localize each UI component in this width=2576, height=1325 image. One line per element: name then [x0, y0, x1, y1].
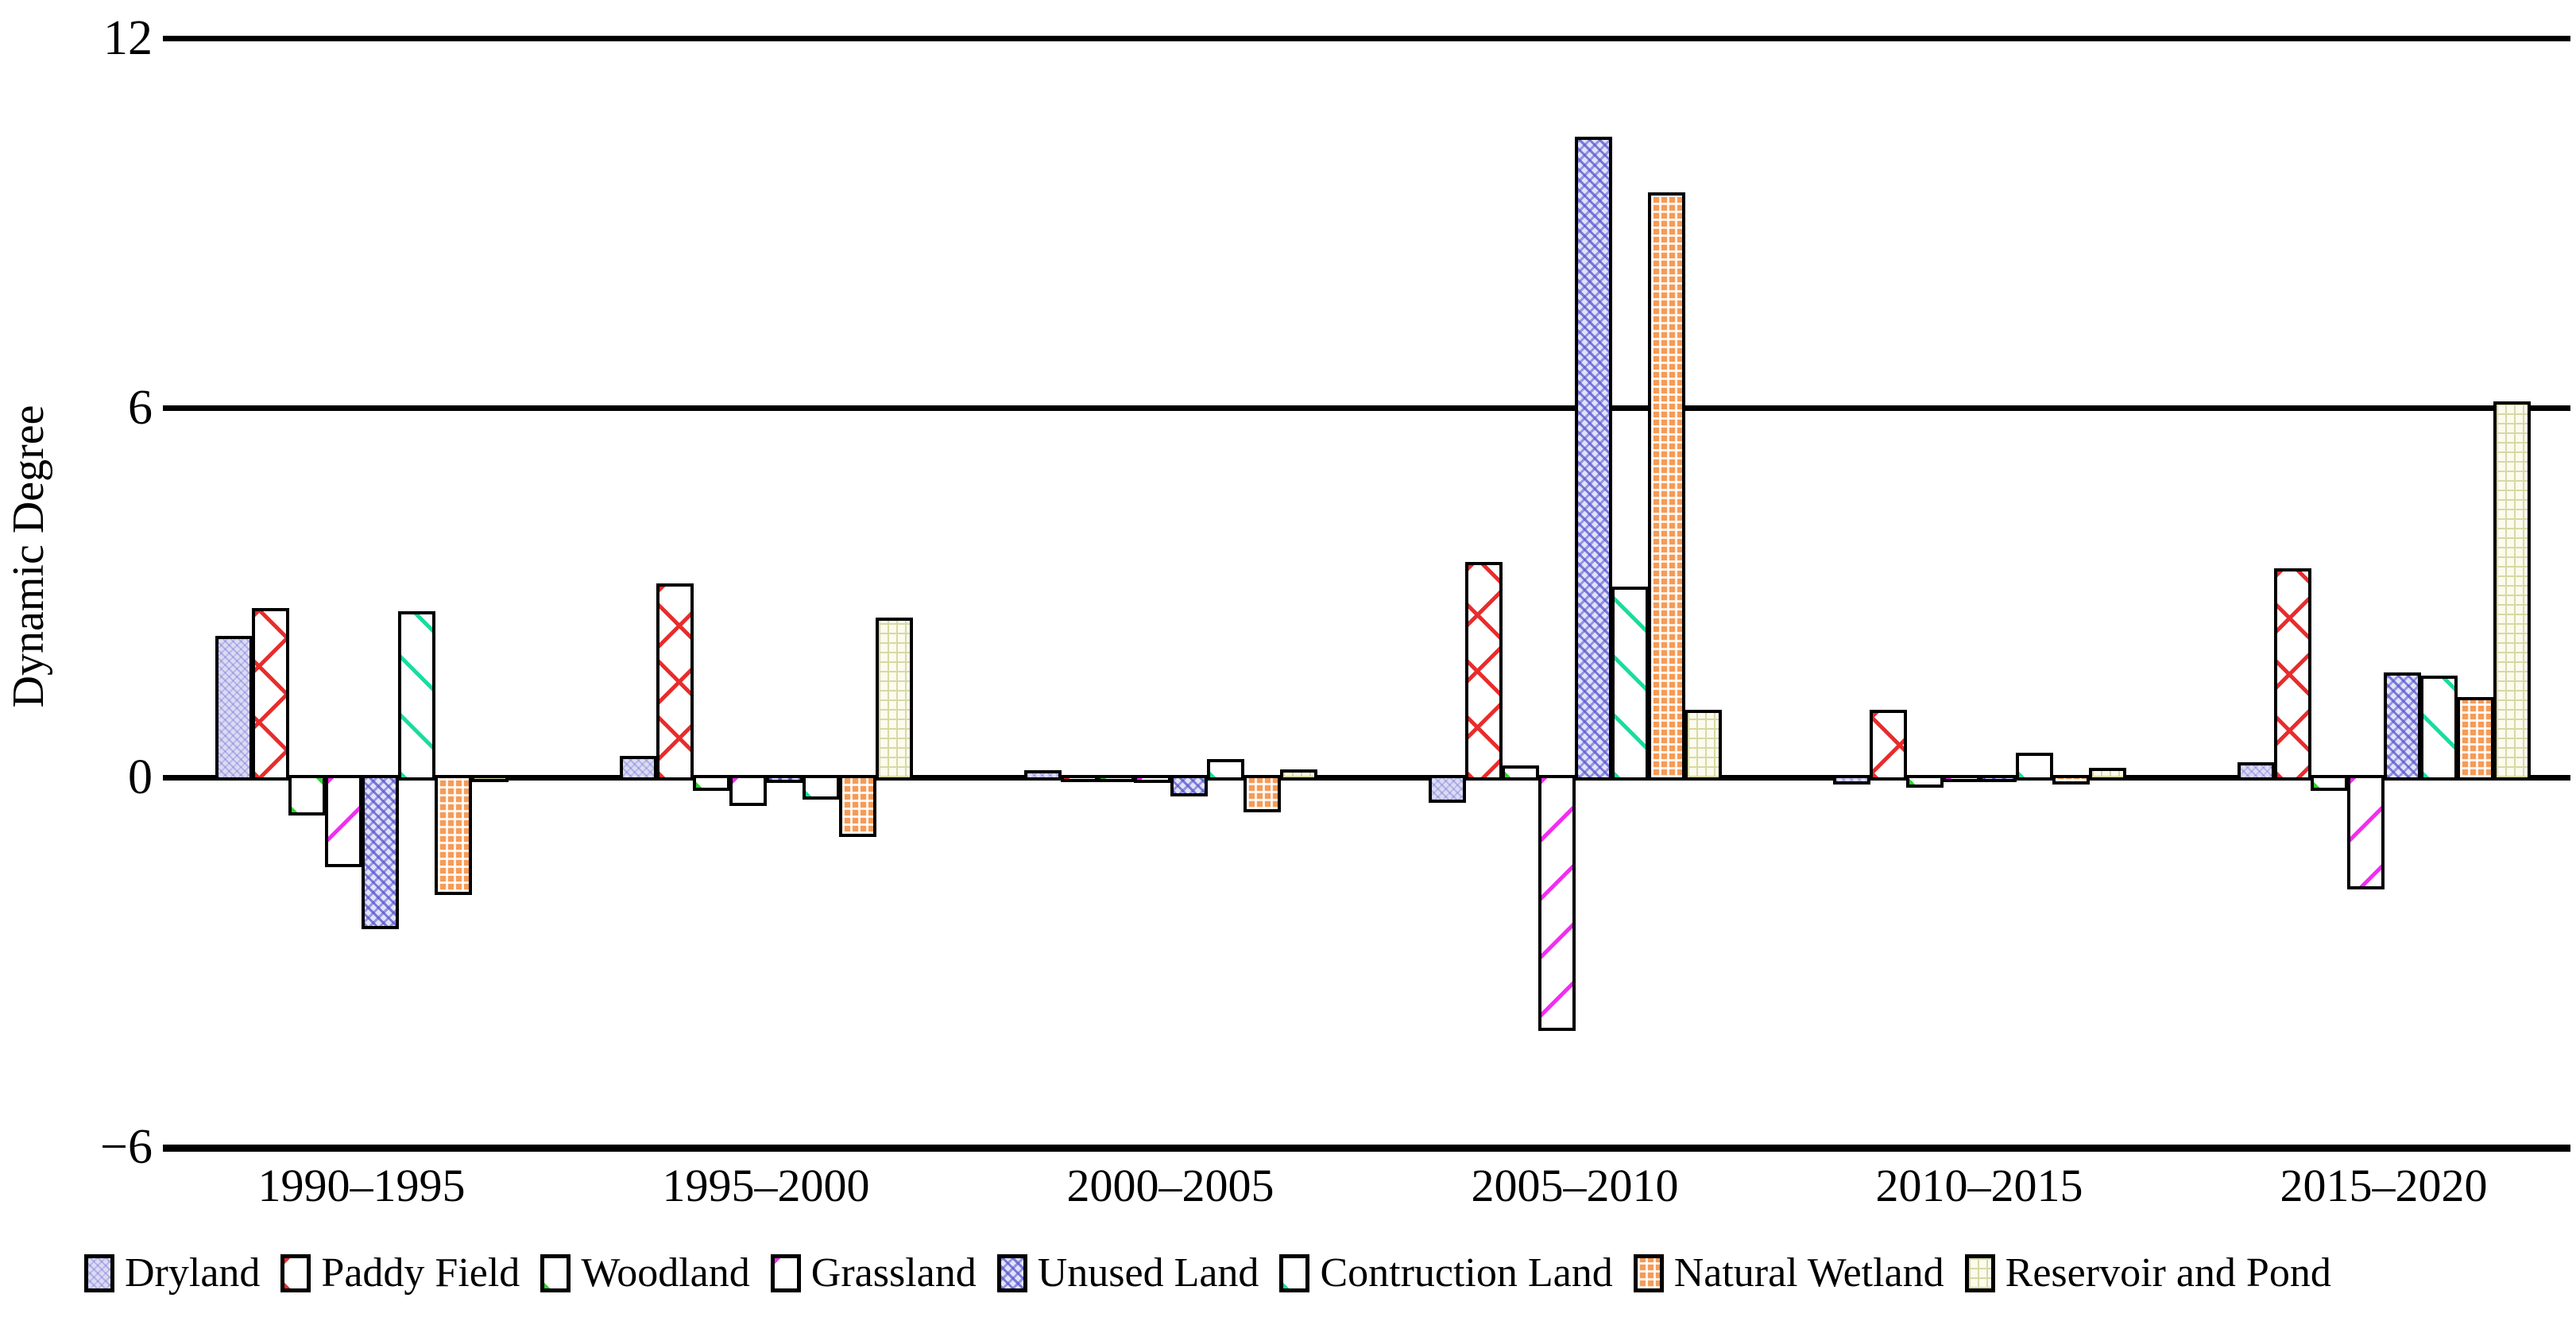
gridline-y--6: [163, 1144, 2570, 1152]
bar-unused-2005–2010: [1575, 137, 1612, 781]
legend-label-wetland: Natural Wetland: [1673, 1250, 1944, 1296]
bar-wetland-2005–2010: [1648, 192, 1685, 781]
bar-dryland-2015–2020: [2238, 761, 2275, 781]
legend-swatch-dryland: [84, 1254, 114, 1292]
legend-swatch-woodland: [540, 1254, 571, 1292]
bar-reservoir-2015–2020: [2493, 401, 2531, 781]
bar-grassland-1990–1995: [325, 775, 362, 868]
bar-paddy-1990–1995: [252, 607, 289, 781]
bar-woodland-2005–2010: [1502, 765, 1539, 781]
legend-swatch-reservoir: [1964, 1254, 1995, 1292]
legend-swatch-construction: [1279, 1254, 1310, 1292]
y-tick-label--6: −6: [100, 1120, 153, 1174]
bar-reservoir-1995–2000: [876, 617, 913, 781]
gridline-y-0: [163, 774, 2570, 781]
y-tick-label-6: 6: [128, 381, 153, 435]
legend-label-grassland: Grassland: [810, 1250, 977, 1296]
x-tick-label-3: 2000–2005: [1066, 1160, 1274, 1211]
bar-reservoir-2005–2010: [1684, 709, 1722, 781]
legend-item-unused: Unused Land: [996, 1249, 1259, 1297]
bar-unused-1995–2000: [766, 775, 803, 784]
legend-label-construction: Contruction Land: [1320, 1250, 1613, 1296]
bar-dryland-2010–2015: [1833, 775, 1870, 785]
gridline-y-12: [163, 35, 2570, 41]
bar-unused-2015–2020: [2384, 672, 2421, 781]
bar-unused-2010–2015: [1979, 775, 2017, 782]
legend-item-dryland: Dryland: [84, 1249, 260, 1297]
bar-unused-1990–1995: [362, 775, 399, 929]
bar-wetland-1990–1995: [435, 775, 472, 896]
legend-item-reservoir: Reservoir and Pond: [1964, 1249, 2331, 1297]
legend: Dryland Paddy Field Woodland Grassland Unuse…: [84, 1249, 2331, 1297]
bar-reservoir-1990–1995: [471, 775, 509, 782]
legend-item-construction: Contruction Land: [1279, 1249, 1613, 1297]
legend-item-woodland: Woodland: [540, 1249, 750, 1297]
legend-item-grassland: Grassland: [770, 1249, 977, 1297]
bar-grassland-2015–2020: [2347, 775, 2385, 889]
bar-wetland-2015–2020: [2457, 697, 2494, 781]
bar-paddy-1995–2000: [656, 583, 694, 781]
bar-paddy-2010–2015: [1870, 709, 1907, 781]
bar-woodland-1990–1995: [288, 775, 326, 816]
legend-item-wetland: Natural Wetland: [1633, 1249, 1944, 1297]
bar-dryland-2005–2010: [1429, 775, 1466, 803]
bar-grassland-2000–2005: [1134, 775, 1171, 784]
bar-wetland-1995–2000: [839, 775, 876, 837]
x-tick-label-2: 1995–2000: [662, 1160, 870, 1211]
bar-dryland-1990–1995: [215, 635, 253, 781]
x-tick-label-1: 1990–1995: [257, 1160, 466, 1211]
legend-swatch-unused: [996, 1254, 1027, 1292]
legend-item-paddy: Paddy Field: [280, 1249, 520, 1297]
bar-wetland-2010–2015: [2052, 775, 2090, 785]
legend-swatch-paddy: [280, 1254, 311, 1292]
legend-label-reservoir: Reservoir and Pond: [2005, 1250, 2331, 1296]
bar-reservoir-2000–2005: [1280, 769, 1317, 781]
bar-paddy-2000–2005: [1061, 775, 1098, 782]
bar-reservoir-2010–2015: [2089, 768, 2126, 781]
y-tick-label-12: 12: [103, 11, 153, 65]
legend-swatch-wetland: [1633, 1254, 1664, 1292]
y-axis-title: Dynamic Degree: [4, 405, 53, 708]
bar-dryland-1995–2000: [620, 755, 657, 781]
bar-grassland-1995–2000: [729, 775, 767, 806]
bar-woodland-2015–2020: [2311, 775, 2348, 791]
bar-woodland-2000–2005: [1097, 775, 1135, 782]
bar-unused-2000–2005: [1170, 775, 1208, 797]
bar-construction-2000–2005: [1207, 758, 1244, 781]
bar-woodland-2010–2015: [1906, 775, 1944, 788]
x-tick-label-4: 2005–2010: [1471, 1160, 1679, 1211]
bar-woodland-1995–2000: [693, 775, 730, 791]
legend-label-unused: Unused Land: [1037, 1250, 1259, 1296]
legend-swatch-grassland: [770, 1254, 801, 1292]
bar-construction-1990–1995: [398, 610, 435, 781]
bar-construction-2005–2010: [1611, 586, 1649, 781]
legend-label-paddy: Paddy Field: [321, 1250, 520, 1296]
bar-paddy-2015–2020: [2274, 568, 2311, 781]
legend-label-dryland: Dryland: [125, 1250, 261, 1296]
bar-construction-1995–2000: [803, 775, 840, 800]
y-tick-label-0: 0: [128, 750, 153, 804]
gridline-y-6: [163, 405, 2570, 411]
bar-wetland-2000–2005: [1244, 775, 1281, 812]
bar-construction-2010–2015: [2016, 753, 2053, 781]
x-tick-label-5: 2010–2015: [1875, 1160, 2083, 1211]
legend-label-woodland: Woodland: [581, 1250, 750, 1296]
bar-grassland-2005–2010: [1538, 775, 1576, 1031]
bar-grassland-2010–2015: [1943, 775, 1980, 782]
bar-dryland-2000–2005: [1024, 769, 1062, 781]
bar-paddy-2005–2010: [1465, 561, 1503, 781]
x-tick-label-6: 2015–2020: [2280, 1160, 2488, 1211]
bar-construction-2015–2020: [2420, 676, 2458, 781]
